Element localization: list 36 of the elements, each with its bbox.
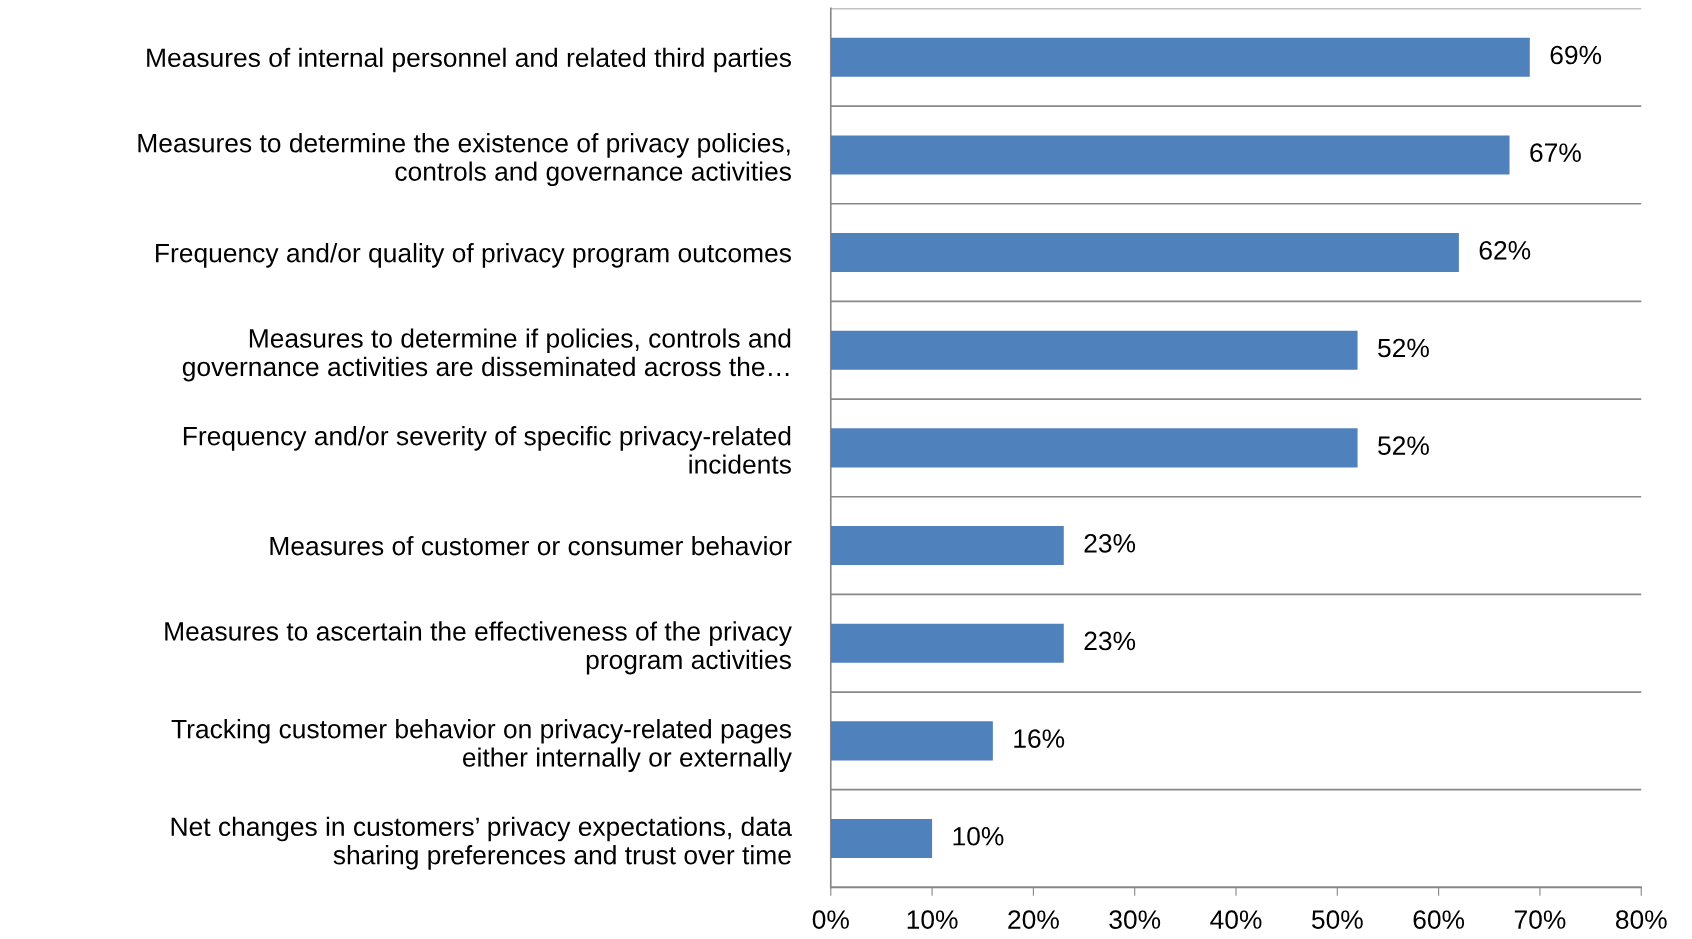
data-label: 69%: [1550, 45, 1602, 65]
x-tick-label: 30%: [1109, 910, 1161, 929]
y-tick-label: Measures of internal personnel and related third parties: [147, 47, 791, 73]
x-tick-label: 10%: [907, 910, 958, 929]
y-tick-label: Net changes in customers’ privacy expectations, data sharing preferences and trust over time: [171, 816, 792, 870]
y-tick-label: Measures of customer or consumer behavior: [270, 536, 792, 556]
x-tick-label: 50%: [1311, 910, 1363, 929]
bar: [830, 428, 1358, 468]
x-tick-label: 70%: [1514, 910, 1566, 929]
data-label: 52%: [1378, 436, 1429, 455]
bar: [830, 330, 1358, 370]
y-tick-label: Measures to determine if policies, controls and governance activities are disseminated across the…: [182, 328, 791, 382]
bar: [830, 37, 1530, 77]
y-tick-label: Measures to determine the existence of privacy policies, controls and governance activities: [138, 133, 791, 187]
bar: [830, 233, 1459, 273]
x-tick-label: 80%: [1615, 910, 1667, 929]
bar: [830, 721, 993, 761]
bar: [830, 819, 933, 859]
y-tick-label: Frequency and/or quality of privacy program outcomes: [156, 243, 791, 268]
data-label: 23%: [1084, 631, 1136, 651]
data-label: 62%: [1479, 240, 1531, 260]
y-tick-label: Frequency and/or severity of specific privacy-related incidents: [183, 426, 791, 474]
data-label: 16%: [1014, 729, 1065, 748]
y-tick-label: Measures to ascertain the effectiveness of the privacy program activities: [165, 621, 792, 675]
bar: [830, 623, 1064, 663]
bar: [830, 135, 1510, 175]
data-label: 23%: [1084, 533, 1136, 553]
y-tick-label: Tracking customer behavior on privacy-related pages either internally or externally: [171, 719, 792, 773]
data-label: 67%: [1530, 143, 1581, 163]
x-tick-label: 60%: [1413, 910, 1465, 929]
bar: [830, 526, 1064, 566]
x-tick-label: 0%: [812, 910, 849, 929]
data-label: 10%: [953, 826, 1004, 846]
x-tick-label: 20%: [1008, 910, 1059, 929]
x-tick-label: 40%: [1210, 910, 1262, 929]
data-label: 52%: [1378, 338, 1429, 358]
